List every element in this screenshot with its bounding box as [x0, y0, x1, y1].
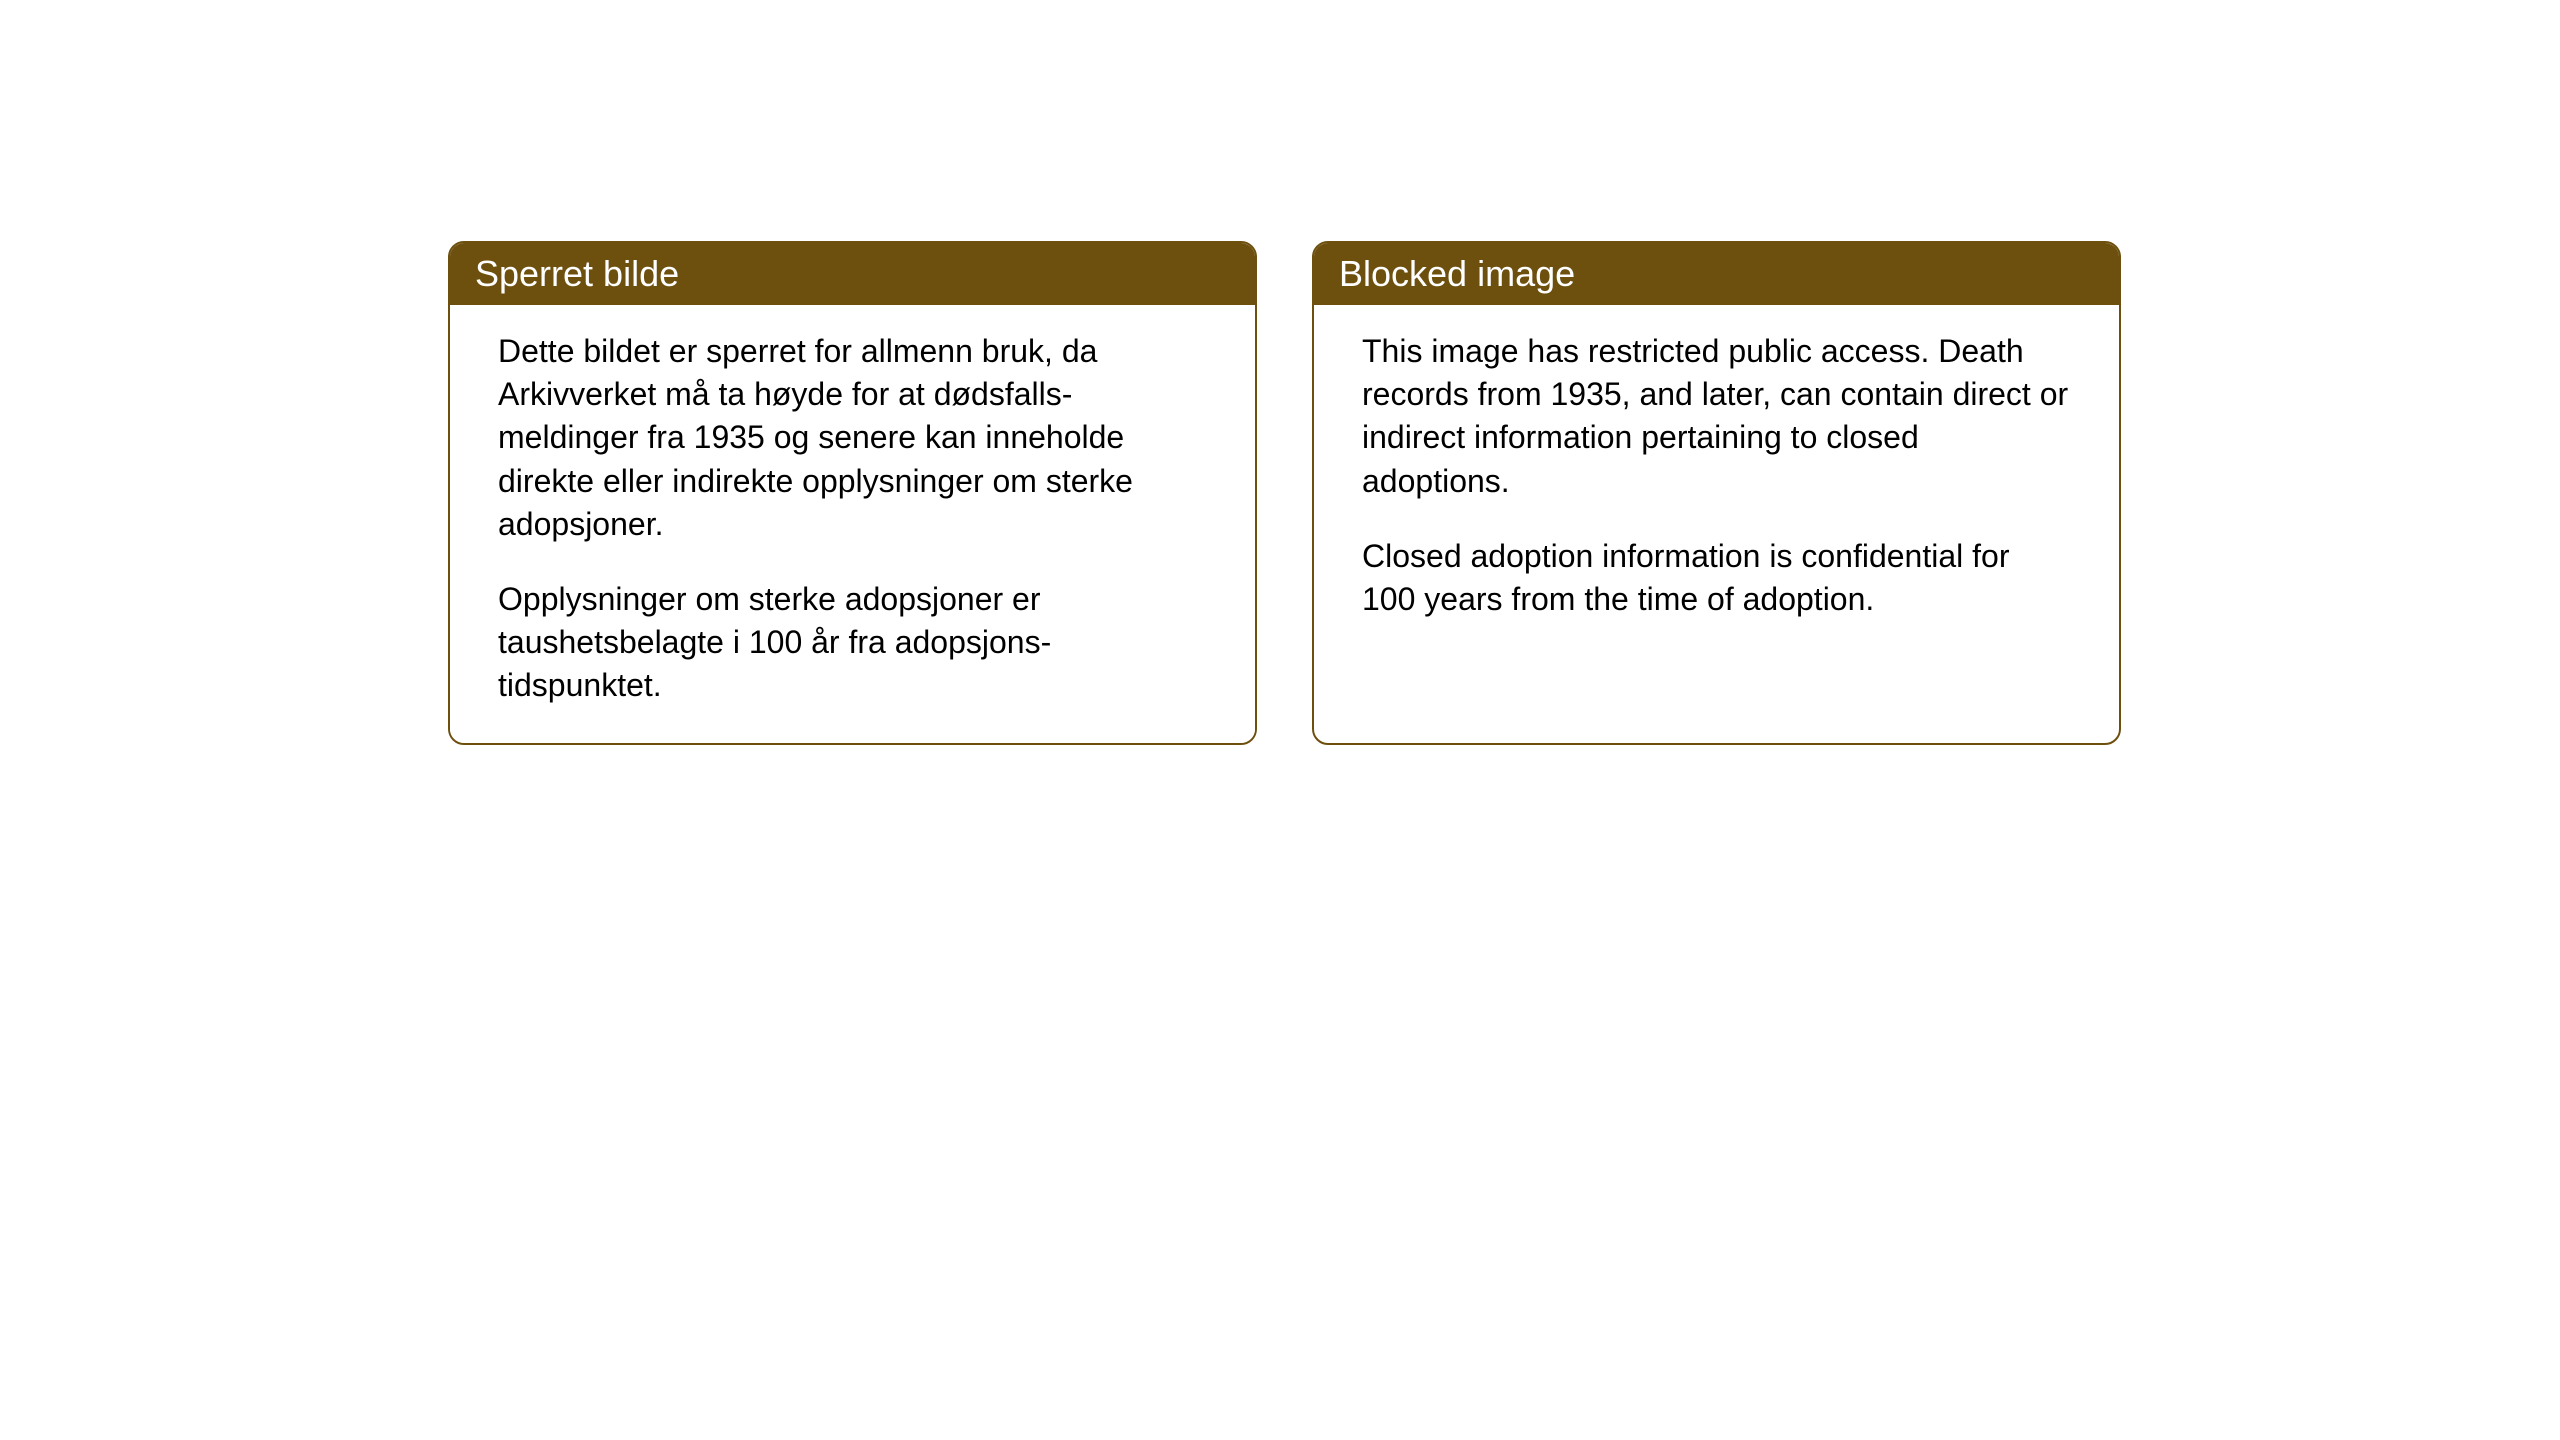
notice-container: Sperret bilde Dette bildet er sperret fo…	[448, 241, 2121, 745]
notice-body: This image has restricted public access.…	[1314, 305, 2119, 656]
notice-card-norwegian: Sperret bilde Dette bildet er sperret fo…	[448, 241, 1257, 745]
notice-paragraph-1: Dette bildet er sperret for allmenn bruk…	[498, 330, 1207, 546]
notice-card-english: Blocked image This image has restricted …	[1312, 241, 2121, 745]
notice-header: Sperret bilde	[450, 243, 1255, 305]
notice-body: Dette bildet er sperret for allmenn bruk…	[450, 305, 1255, 743]
notice-paragraph-2: Opplysninger om sterke adopsjoner er tau…	[498, 578, 1207, 708]
notice-paragraph-1: This image has restricted public access.…	[1362, 330, 2071, 503]
notice-paragraph-2: Closed adoption information is confident…	[1362, 535, 2071, 621]
notice-header: Blocked image	[1314, 243, 2119, 305]
